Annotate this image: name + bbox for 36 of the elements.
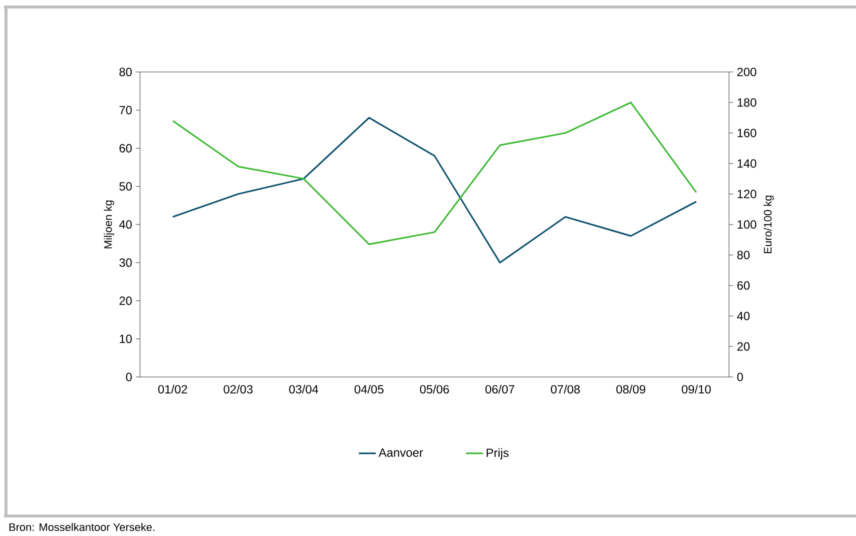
x-tick-label: 09/10 <box>682 384 711 394</box>
y-tick-label: 70 <box>120 106 132 114</box>
x-tick-label: 04/05 <box>354 384 384 394</box>
y-tick-label: 30 <box>119 258 132 267</box>
x-tick-label: 06/07 <box>485 384 514 394</box>
x-tick-label: 02/03 <box>224 384 253 394</box>
y2-tick-label: 80 <box>737 250 750 260</box>
x-tick-label: 03/04 <box>289 384 318 394</box>
y-tick-label: 0 <box>126 372 132 382</box>
y2-axis-title: Euro/100 kg <box>764 196 774 254</box>
y2-tick-label: 20 <box>737 342 750 351</box>
x-tick-label: 08/09 <box>616 384 646 394</box>
x-tick-label: 01/02 <box>158 384 188 394</box>
y2-tick-label: 120 <box>738 190 756 198</box>
y2-tick-label: 0 <box>737 372 743 382</box>
y2-tick-label: 200 <box>737 68 756 76</box>
y2-tick-label: 40 <box>737 312 750 320</box>
y-tick-label: 20 <box>120 296 132 305</box>
y2-tick-label: 180 <box>738 98 756 107</box>
line-series <box>172 102 698 246</box>
x-tick-label: 07/08 <box>550 384 580 394</box>
legend-label: Prijs <box>486 448 509 460</box>
legend-label: Aanvoer <box>378 448 423 457</box>
line-series <box>172 116 698 264</box>
y2-tick-label: 60 <box>737 281 750 290</box>
y-tick-label: 40 <box>119 220 132 229</box>
text: Bron: Mosselkantoor Yerseke. <box>9 522 154 532</box>
y-tick-label: 80 <box>119 68 132 76</box>
y2-tick-label: 140 <box>738 159 756 168</box>
y2-tick-label: 100 <box>738 220 756 229</box>
y-tick-label: 10 <box>120 334 132 344</box>
y-tick-label: 60 <box>120 144 132 152</box>
y-tick-label: 50 <box>119 182 132 191</box>
x-tick-label: 05/06 <box>420 384 449 394</box>
y2-tick-label: 160 <box>738 128 756 138</box>
y-axis-title: Miljoen kg <box>104 200 114 248</box>
